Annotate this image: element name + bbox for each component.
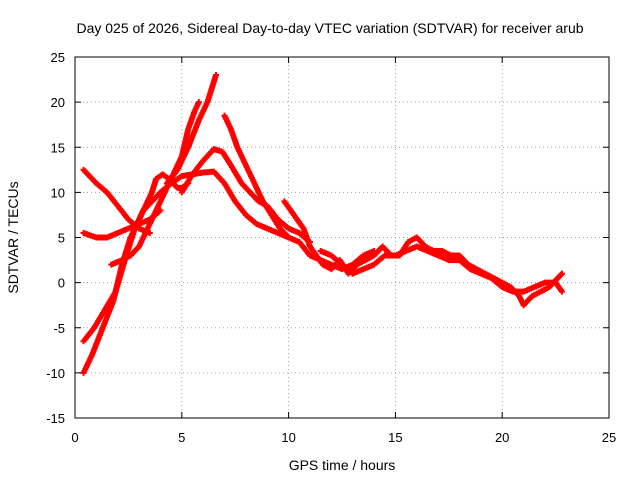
x-tick-label: 20 bbox=[495, 430, 509, 445]
y-tick-label: 5 bbox=[58, 231, 65, 246]
series-track-h bbox=[221, 112, 292, 241]
y-axis-title: SDTVAR / TECUs bbox=[5, 181, 21, 293]
data-point bbox=[559, 270, 566, 277]
data-point bbox=[212, 72, 219, 79]
x-tick-label: 25 bbox=[602, 430, 616, 445]
data-point bbox=[559, 288, 566, 295]
data-point bbox=[285, 234, 292, 241]
x-axis-title: GPS time / hours bbox=[289, 457, 396, 473]
series-track-e bbox=[108, 99, 202, 268]
x-tick-label: 10 bbox=[281, 430, 295, 445]
x-tick-label: 5 bbox=[178, 430, 185, 445]
x-tick-label: 0 bbox=[71, 430, 78, 445]
y-tick-label: 25 bbox=[51, 50, 65, 65]
series-track-j bbox=[317, 243, 566, 295]
y-tick-label: 10 bbox=[51, 185, 65, 200]
y-tick-label: 0 bbox=[58, 276, 65, 291]
x-tick-label: 15 bbox=[388, 430, 402, 445]
y-tick-label: 20 bbox=[51, 95, 65, 110]
ticks: 0 5 10 15 20 25 -15 -10 -5 0 5 10 15 20 25 bbox=[46, 50, 616, 445]
y-tick-label: -5 bbox=[53, 321, 65, 336]
chart-title: Day 025 of 2026, Sidereal Day-to-day VTE… bbox=[76, 20, 583, 36]
data-point bbox=[195, 99, 202, 106]
y-tick-label: -10 bbox=[46, 366, 65, 381]
y-tick-label: -15 bbox=[46, 411, 65, 426]
series-track-f bbox=[163, 72, 219, 187]
data-marks bbox=[80, 72, 566, 376]
y-tick-label: 15 bbox=[51, 140, 65, 155]
